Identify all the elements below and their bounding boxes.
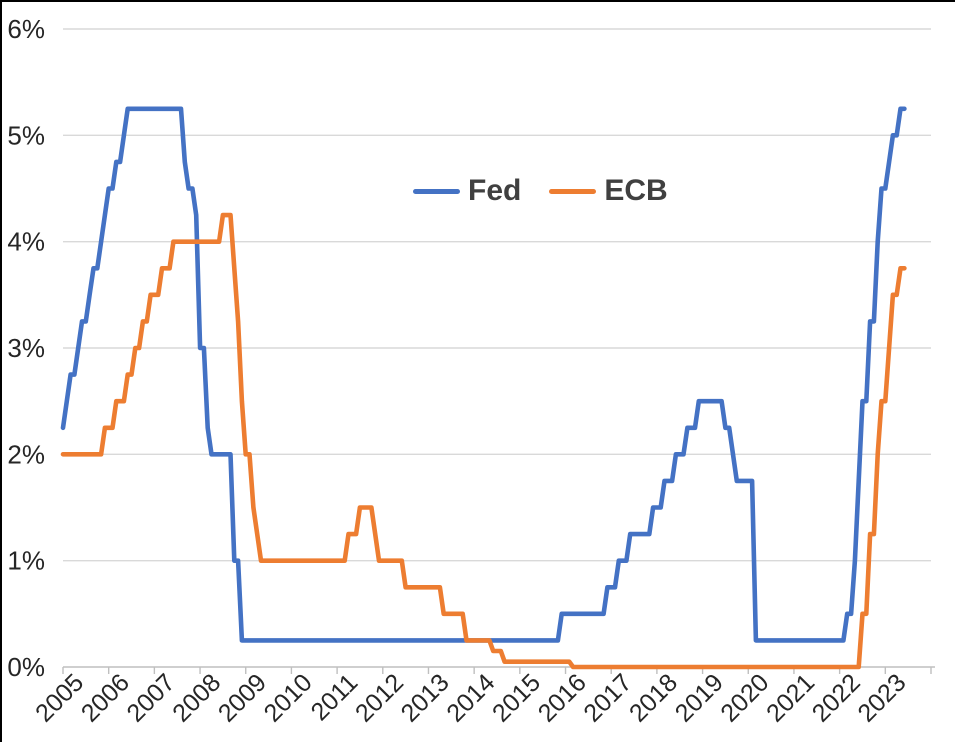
x-axis-tick-label: 2018 bbox=[624, 668, 683, 727]
x-axis-tick-label: 2019 bbox=[670, 668, 729, 727]
legend-item-fed: Fed bbox=[413, 176, 521, 206]
y-axis-tick-label: 6% bbox=[7, 14, 45, 44]
x-axis-tick-label: 2020 bbox=[715, 668, 774, 727]
legend-swatch-ecb bbox=[549, 188, 597, 194]
y-axis-tick-label: 0% bbox=[7, 652, 45, 682]
legend-label-ecb: ECB bbox=[604, 174, 668, 207]
y-axis-tick-label: 3% bbox=[7, 333, 45, 363]
x-axis-tick-label: 2023 bbox=[852, 668, 911, 727]
series-line-ecb bbox=[60, 212, 907, 670]
x-axis-tick-label: 2011 bbox=[306, 668, 364, 726]
x-axis-tick-label: 2014 bbox=[441, 668, 500, 727]
x-axis-tick-label: 2015 bbox=[487, 668, 546, 727]
x-axis-tick-label: 2016 bbox=[533, 668, 592, 727]
x-axis-tick-label: 2009 bbox=[213, 668, 272, 727]
x-axis-tick-label: 2022 bbox=[807, 668, 866, 727]
y-axis-tick-label: 5% bbox=[7, 120, 45, 150]
x-axis-tick-label: 2017 bbox=[578, 668, 637, 727]
x-axis-tick-label: 2010 bbox=[259, 668, 318, 727]
x-axis-tick-label: 2013 bbox=[396, 668, 455, 727]
legend: Fed ECB bbox=[413, 176, 668, 206]
y-axis-tick-label: 1% bbox=[7, 546, 45, 576]
x-axis-tick-label: 2008 bbox=[167, 668, 226, 727]
x-axis-tick-label: 2007 bbox=[121, 668, 180, 727]
y-axis-tick-label: 4% bbox=[7, 227, 45, 257]
legend-label-fed: Fed bbox=[468, 174, 522, 207]
legend-item-ecb: ECB bbox=[549, 174, 668, 207]
legend-swatch-fed bbox=[413, 188, 460, 194]
x-axis-tick-label: 2021 bbox=[761, 668, 820, 727]
x-axis-tick-label: 2006 bbox=[76, 668, 135, 727]
x-axis-tick-label: 2012 bbox=[350, 668, 409, 727]
y-axis-tick-label: 2% bbox=[7, 439, 45, 469]
